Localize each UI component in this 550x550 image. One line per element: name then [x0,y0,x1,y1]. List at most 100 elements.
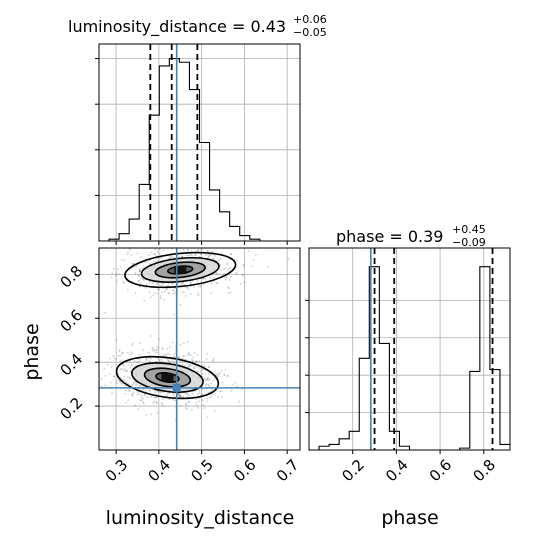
scatter-point [142,398,144,400]
scatter-point [157,347,160,350]
scatter-point [210,395,213,397]
scatter-point [167,359,170,362]
scatter-point [177,392,180,395]
scatter-point [193,367,196,369]
scatter-point [226,262,228,265]
scatter-point [203,407,206,409]
scatter-point [116,379,119,382]
scatter-point [187,354,190,357]
scatter-point [148,351,151,354]
scatter-point [196,354,199,356]
scatter-point [145,357,148,360]
scatter-point [179,395,181,398]
scatter-point [197,294,200,297]
scatter-point [230,389,233,392]
scatter-point [145,359,148,362]
scatter-point [206,397,209,400]
scatter-point [145,413,147,416]
scatter-point [122,363,124,366]
scatter-point [154,291,156,294]
x-tick-label: 0.2 [338,456,368,486]
scatter-point [182,342,185,345]
scatter-point [212,360,215,363]
scatter-point [131,393,134,396]
scatter-point [187,248,189,251]
scatter-point [163,298,165,301]
scatter-point [195,398,198,401]
scatter-point [131,364,134,367]
scatter-point [129,248,132,251]
scatter-point [236,385,238,388]
scatter-point [160,256,163,259]
scatter-point [154,391,157,394]
scatter-point [155,282,158,285]
scatter-point [205,378,208,381]
scatter-point [224,267,227,270]
scatter-point [156,351,159,354]
scatter-point [234,381,237,384]
scatter-point [137,360,140,363]
scatter-point [161,346,164,349]
axes-frame [308,247,511,451]
scatter-point [139,359,142,361]
scatter-point [145,284,148,286]
scatter-point [182,395,184,398]
title-luminosity-distance-sub: −0.05 [293,26,327,39]
scatter-point [136,383,139,386]
scatter-point [133,359,136,362]
scatter-point [155,349,158,351]
scatter-point [164,290,166,293]
scatter-point [138,270,141,273]
scatter-point [140,256,142,258]
scatter-point [171,360,173,363]
scatter-point [134,404,137,407]
scatter-point [216,282,219,285]
scatter-point [187,286,189,289]
scatter-point [191,358,194,361]
scatter-point [100,377,103,380]
scatter-point [135,361,138,364]
scatter-point [177,393,180,396]
scatter-point [150,413,153,416]
scatter-point [168,291,171,294]
scatter-point [212,276,214,279]
histogram-luminosity-distance [99,58,300,242]
scatter-point [187,401,190,403]
scatter-point [123,365,126,368]
scatter-point [201,399,204,402]
title-luminosity-distance-sup: +0.06 [293,13,327,26]
scatter-point [104,374,107,377]
scatter-point [131,342,134,345]
scatter-point [127,363,130,366]
scatter-point [162,398,164,400]
scatter-point [267,265,269,268]
x-axis-label-phase: phase [381,507,438,529]
scatter-point [158,248,161,251]
scatter-point [120,368,123,371]
scatter-point [177,356,180,358]
scatter-point [222,272,225,275]
scatter-point [171,283,174,286]
scatter-point [129,353,132,356]
scatter-point [204,384,207,386]
scatter-point [130,351,132,354]
scatter-point [199,367,202,370]
scatter-point [140,384,143,387]
scatter-point [156,345,159,348]
scatter-point [193,366,196,369]
scatter-point [208,366,210,368]
scatter-point [235,273,238,275]
scatter-point [199,286,202,288]
scatter-point [137,280,140,282]
scatter-point [166,358,169,361]
scatter-point [211,359,214,362]
scatter-point [206,400,209,403]
scatter-point [217,374,220,377]
scatter-point [143,394,146,397]
scatter-point [243,281,246,284]
scatter-point [207,384,210,386]
scatter-point [154,248,157,251]
scatter-point [150,395,153,398]
scatter-point [134,292,137,294]
scatter-point [161,284,164,287]
